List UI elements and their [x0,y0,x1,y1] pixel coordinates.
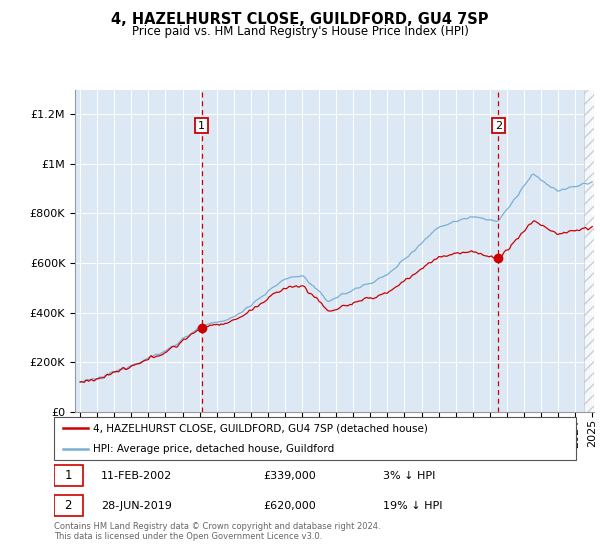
FancyBboxPatch shape [54,417,576,460]
Text: 1: 1 [65,469,72,482]
Text: Contains HM Land Registry data © Crown copyright and database right 2024.
This d: Contains HM Land Registry data © Crown c… [54,522,380,542]
FancyBboxPatch shape [54,465,83,486]
Text: HPI: Average price, detached house, Guildford: HPI: Average price, detached house, Guil… [93,445,334,454]
Text: 19% ↓ HPI: 19% ↓ HPI [383,501,442,511]
Text: 2: 2 [495,120,502,130]
Text: £620,000: £620,000 [263,501,316,511]
Text: 2: 2 [65,500,72,512]
Text: £339,000: £339,000 [263,471,316,480]
Text: 4, HAZELHURST CLOSE, GUILDFORD, GU4 7SP (detached house): 4, HAZELHURST CLOSE, GUILDFORD, GU4 7SP … [93,423,428,433]
Text: 1: 1 [198,120,205,130]
Text: 28-JUN-2019: 28-JUN-2019 [101,501,172,511]
FancyBboxPatch shape [54,496,83,516]
Text: 11-FEB-2002: 11-FEB-2002 [101,471,172,480]
Text: 3% ↓ HPI: 3% ↓ HPI [383,471,435,480]
Text: 4, HAZELHURST CLOSE, GUILDFORD, GU4 7SP: 4, HAZELHURST CLOSE, GUILDFORD, GU4 7SP [111,12,489,27]
Text: Price paid vs. HM Land Registry's House Price Index (HPI): Price paid vs. HM Land Registry's House … [131,25,469,38]
